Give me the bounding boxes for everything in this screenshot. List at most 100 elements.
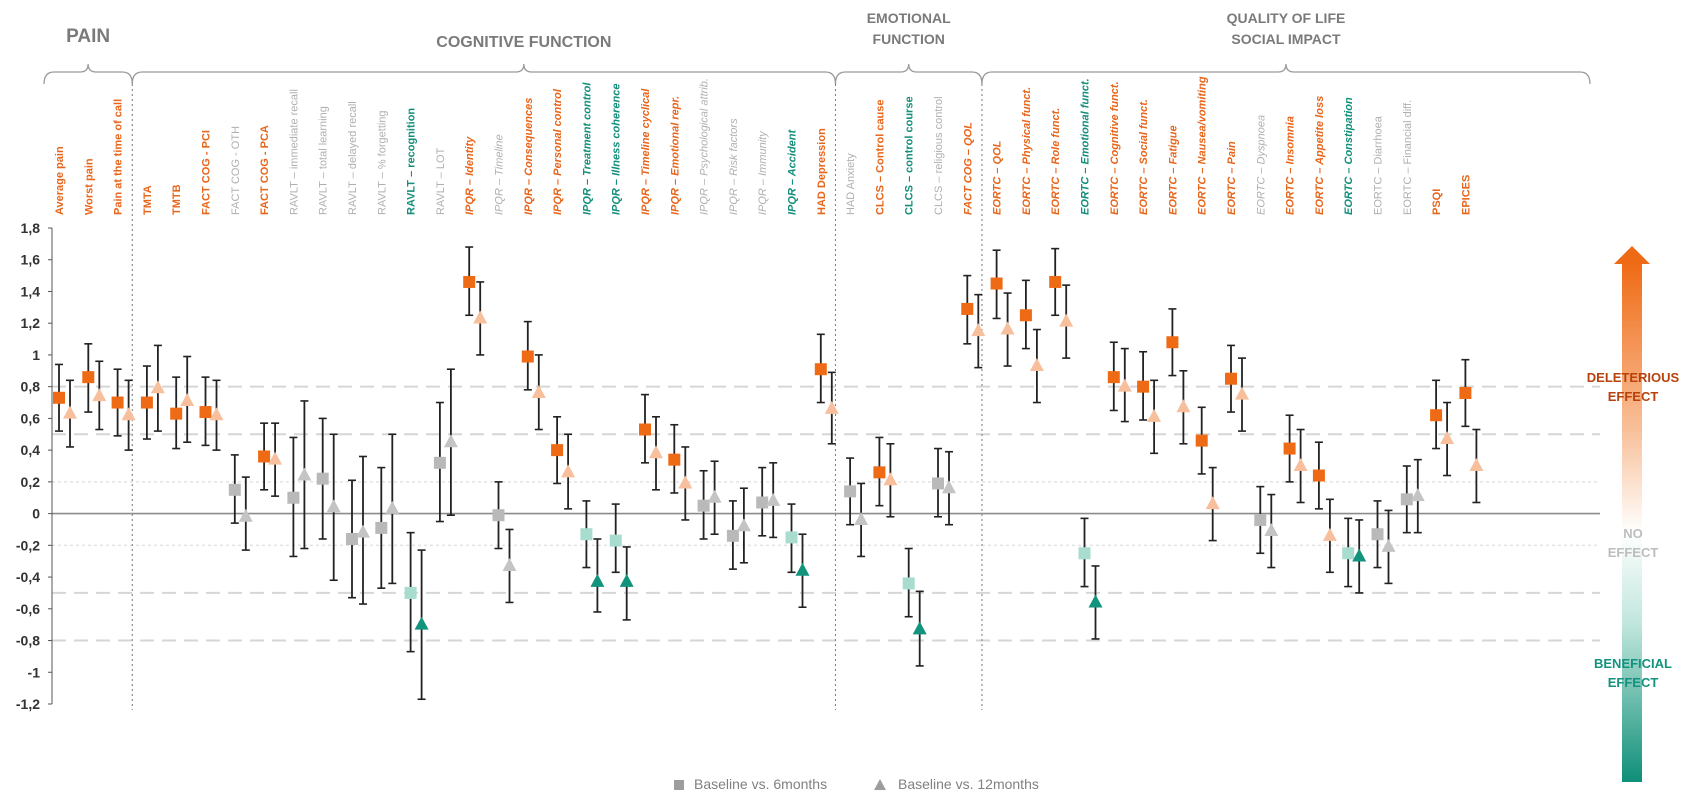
legend: Baseline vs. 6months Baseline vs. 12mont… (674, 776, 1039, 792)
point-12months (1176, 399, 1191, 413)
category-label: IPQR – Accident (787, 128, 799, 215)
point-6months (140, 396, 153, 409)
point-6months (1371, 528, 1384, 541)
point-6months (697, 499, 710, 512)
point-6months (492, 509, 505, 522)
y-tick-label: 0,8 (21, 379, 41, 395)
point-12months (443, 434, 458, 448)
point-6months (375, 521, 388, 534)
point-12months (1264, 523, 1279, 537)
point-6months (287, 491, 300, 504)
effect-gradient-bar (1622, 262, 1642, 782)
point-12months (1117, 378, 1132, 392)
y-tick-label: -1,2 (16, 696, 40, 712)
point-6months (961, 302, 974, 315)
category-label: EORTC – Constipation (1343, 97, 1355, 215)
point-6months (668, 453, 681, 466)
category-label: EORTC – Diarrhoea (1373, 115, 1385, 215)
point-6months (902, 577, 915, 590)
point-12months (1469, 458, 1484, 471)
data-marks (53, 246, 1484, 701)
category-label: CLCS – Control cause (874, 99, 886, 215)
point-12months (414, 616, 429, 630)
category-label: RAVLT – delayed recall (347, 101, 359, 215)
category-label: RAVLT – recognition (406, 108, 418, 215)
point-12months (1381, 538, 1396, 552)
point-12months (121, 407, 136, 421)
legend-label-6months: Baseline vs. 6months (694, 776, 827, 792)
point-6months (814, 363, 827, 376)
point-12months (736, 518, 751, 532)
point-6months (258, 450, 271, 463)
point-6months (1078, 547, 1091, 560)
category-label: EORTC – Physical funct. (1021, 87, 1033, 215)
category-label: IPQR – Emotional repr. (669, 96, 681, 215)
point-12months (92, 388, 107, 402)
category-label: IPQR – Treatment control (581, 82, 593, 215)
point-12months (209, 407, 224, 421)
point-6months (1400, 493, 1413, 506)
point-6months (199, 406, 212, 419)
y-tick-label: 0,4 (21, 442, 41, 458)
point-12months (356, 524, 370, 538)
point-12months (385, 500, 400, 514)
point-12months (942, 480, 956, 494)
point-12months (502, 557, 517, 571)
y-tick-label: 0,6 (21, 410, 41, 426)
category-label: PSQI (1431, 189, 1443, 215)
point-6months (53, 391, 65, 404)
point-6months (316, 472, 329, 485)
point-12months (180, 392, 195, 406)
category-label: Average pain (54, 146, 66, 215)
point-6months (1166, 336, 1179, 349)
point-12months (883, 472, 898, 486)
point-6months (521, 350, 534, 363)
category-label: RAVLT – total learning (318, 106, 330, 215)
group-title: COGNITIVE FUNCTION (436, 34, 611, 51)
point-12months (707, 489, 722, 503)
y-tick-label: 0,2 (21, 474, 41, 490)
category-label: RAVLT – LOT (435, 147, 447, 215)
point-6months (1254, 513, 1267, 526)
point-6months (404, 586, 417, 599)
point-12months (1293, 458, 1308, 471)
legend-triangle-marker (874, 779, 886, 790)
point-12months (150, 380, 165, 394)
deleterious-effect-label: DELETERIOUS EFFECT (1587, 370, 1680, 404)
point-6months (111, 396, 124, 409)
point-12months (971, 323, 986, 337)
point-12months (649, 445, 663, 459)
point-12months (824, 400, 839, 414)
category-label: IPQR – Psychological attrib. (699, 78, 711, 215)
point-12months (590, 573, 605, 587)
up-arrow-icon (1614, 246, 1650, 264)
point-6months (82, 371, 95, 384)
point-6months (1225, 372, 1237, 385)
point-6months (1107, 371, 1120, 384)
point-6months (844, 485, 857, 498)
category-label: TMTA (142, 185, 154, 215)
y-tick-label: 0 (32, 506, 40, 522)
y-tick-label: 1,2 (21, 315, 41, 331)
category-label: IPQR – Risk factors (728, 118, 740, 215)
point-12months (1235, 386, 1249, 400)
point-12months (1352, 548, 1367, 562)
point-12months (1088, 594, 1103, 608)
category-label: EORTC – Fatigue (1167, 125, 1179, 215)
y-tick-label: -0,2 (16, 537, 40, 553)
point-12months (1205, 496, 1220, 510)
group-title: PAIN (66, 26, 110, 47)
point-6months (580, 528, 593, 541)
category-label: EORTC – Pain (1226, 141, 1238, 215)
point-6months (873, 466, 886, 479)
category-label: EORTC – Dyspnoea (1255, 115, 1267, 215)
point-6months (1283, 442, 1296, 455)
category-label: EORTC – Role funct. (1050, 108, 1062, 215)
point-6months (1137, 380, 1150, 393)
point-12months (473, 310, 488, 324)
point-6months (726, 529, 739, 542)
group-title: EMOTIONAL (867, 10, 951, 26)
point-12months (531, 385, 546, 399)
category-label: IPQR – Identity (464, 136, 476, 215)
point-12months (619, 573, 634, 587)
